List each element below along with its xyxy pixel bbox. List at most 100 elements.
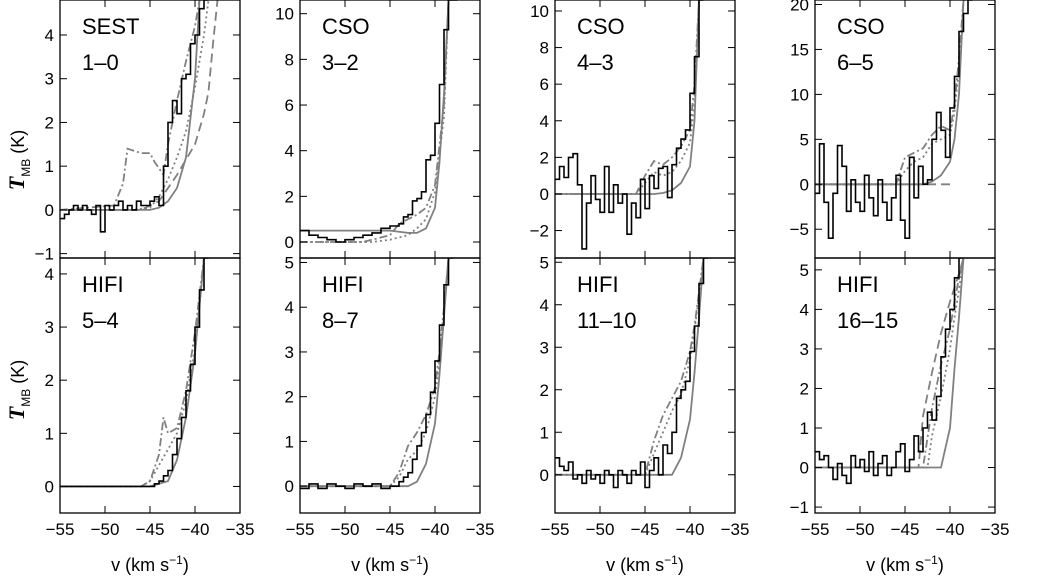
y-tick-label: 0 bbox=[285, 233, 294, 252]
panel-title: CSO bbox=[837, 14, 885, 39]
x-axis-label-close: ) bbox=[183, 555, 189, 575]
observed-spectrum-line bbox=[300, 258, 453, 490]
model-solid-line bbox=[555, 0, 700, 195]
model-dashdot-line bbox=[60, 0, 201, 211]
y-tick-label: 2 bbox=[540, 381, 549, 400]
x-tick-label: −35 bbox=[981, 520, 1010, 539]
y-tick-label: 8 bbox=[285, 50, 294, 69]
y-tick-label: 1 bbox=[45, 424, 54, 443]
series-group bbox=[555, 0, 704, 250]
x-axis-label: v (km s−1) bbox=[866, 553, 944, 575]
chart-panel: 0 2 4 6 8 10 CSO 3–2 bbox=[275, 0, 481, 259]
y-tick-label: 6 bbox=[285, 96, 294, 115]
chart-panel: −55 −50 −45 −40 −35 0 1 2 3 4 5 HIFI 11–10 v (km s−1) bbox=[540, 253, 750, 575]
x-tick-label: −55 bbox=[801, 520, 830, 539]
observed-spectrum-line bbox=[815, 0, 973, 239]
series-group bbox=[555, 258, 708, 489]
x-axis-label: v (km s−1) bbox=[606, 553, 684, 575]
y-tick-label: 4 bbox=[45, 265, 54, 284]
x-axis-label-text: v (km s bbox=[866, 555, 924, 575]
panel-title: HIFI bbox=[837, 272, 879, 297]
x-tick-label: −35 bbox=[466, 520, 495, 539]
observed-spectrum-line bbox=[815, 258, 964, 485]
chart-panel: −2 0 2 4 6 8 10 CSO 4–3 bbox=[530, 0, 736, 259]
y-tick-label: 2 bbox=[800, 379, 809, 398]
y-tick-label: 0 bbox=[45, 477, 54, 496]
y-tick-label: −5 bbox=[790, 220, 809, 239]
x-axis-label-sup: −1 bbox=[924, 553, 938, 567]
series-group bbox=[60, 258, 209, 488]
model-dashdot-line bbox=[300, 258, 450, 488]
y-tick-label: 8 bbox=[540, 39, 549, 58]
panel-title: CSO bbox=[322, 14, 370, 39]
panel-subtitle: 5–4 bbox=[82, 308, 119, 333]
x-tick-label: −45 bbox=[891, 520, 920, 539]
y-tick-label: 0 bbox=[45, 201, 54, 220]
y-tick-label: 6 bbox=[540, 75, 549, 94]
x-axis-label-text: v (km s bbox=[111, 555, 169, 575]
model-dotted-line bbox=[300, 0, 450, 243]
y-axis-label-top: TMB (K) bbox=[4, 130, 33, 190]
panel-subtitle: 16–15 bbox=[837, 308, 898, 333]
x-tick-label: −35 bbox=[226, 520, 255, 539]
y-tick-label: 5 bbox=[800, 261, 809, 280]
x-tick-label: −50 bbox=[846, 520, 875, 539]
y-tick-label: 5 bbox=[800, 130, 809, 149]
x-axis-label-sup: −1 bbox=[664, 553, 678, 567]
x-tick-label: −40 bbox=[421, 520, 450, 539]
y-tick-label: 4 bbox=[285, 142, 294, 161]
model-dashed-line bbox=[60, 0, 219, 211]
y-tick-label: 0 bbox=[800, 175, 809, 194]
x-axis-label: v (km s−1) bbox=[111, 553, 189, 575]
model-solid-line bbox=[300, 0, 450, 234]
series-group bbox=[300, 258, 453, 490]
x-tick-label: −40 bbox=[676, 520, 705, 539]
model-solid-line bbox=[60, 0, 201, 211]
y-axis-label-bottom: TMB (K) bbox=[4, 360, 33, 420]
panel-title: HIFI bbox=[322, 272, 364, 297]
x-axis-label-close: ) bbox=[678, 555, 684, 575]
y-tick-label: 0 bbox=[285, 477, 294, 496]
panel-subtitle: 4–3 bbox=[577, 50, 614, 75]
y-tick-label: 0 bbox=[540, 185, 549, 204]
y-tick-label: 1 bbox=[800, 419, 809, 438]
panel-subtitle: 1–0 bbox=[82, 50, 119, 75]
x-axis-label-close: ) bbox=[938, 555, 944, 575]
y-tick-label: 2 bbox=[285, 187, 294, 206]
panel-title: HIFI bbox=[82, 272, 124, 297]
y-tick-label: 2 bbox=[45, 371, 54, 390]
model-dashdot-line bbox=[555, 258, 705, 476]
x-tick-label: −40 bbox=[936, 520, 965, 539]
y-tick-label: 3 bbox=[540, 338, 549, 357]
observed-spectrum-line bbox=[555, 258, 708, 489]
model-dashdot-line bbox=[815, 0, 965, 186]
y-tick-label: 0 bbox=[800, 459, 809, 478]
y-tick-label: 3 bbox=[800, 340, 809, 359]
x-tick-label: −35 bbox=[721, 520, 750, 539]
y-tick-label: 3 bbox=[45, 70, 54, 89]
y-tick-label: 1 bbox=[45, 157, 54, 176]
y-tick-label: 1 bbox=[540, 423, 549, 442]
chart-panel: −5 0 5 10 15 20 CSO 6–5 bbox=[790, 0, 996, 259]
panel-title: HIFI bbox=[577, 272, 619, 297]
x-axis-label-text: v (km s bbox=[606, 555, 664, 575]
observed-spectrum-line bbox=[555, 0, 704, 250]
y-tick-label: 2 bbox=[45, 113, 54, 132]
chart-panel: −55 −50 −45 −40 −35 0 1 2 3 4 5 HIFI 8–7 v (km s−1) bbox=[285, 253, 495, 575]
y-tick-label: 3 bbox=[285, 343, 294, 362]
x-tick-label: −55 bbox=[541, 520, 570, 539]
y-tick-label: 0 bbox=[540, 466, 549, 485]
y-tick-label: 2 bbox=[285, 388, 294, 407]
x-axis-label: v (km s−1) bbox=[351, 553, 429, 575]
y-tick-label: 4 bbox=[540, 112, 549, 131]
panel-subtitle: 11–10 bbox=[577, 308, 637, 333]
chart-panel: −1 0 1 2 3 4 SEST 1–0 bbox=[35, 0, 241, 264]
observed-spectrum-line bbox=[60, 258, 209, 488]
y-tick-label: 4 bbox=[45, 26, 54, 45]
model-dotted-line bbox=[60, 0, 210, 211]
y-tick-label: 4 bbox=[540, 296, 549, 315]
panel-title: CSO bbox=[577, 14, 625, 39]
y-tick-label: 10 bbox=[275, 5, 294, 24]
x-tick-label: −50 bbox=[586, 520, 615, 539]
